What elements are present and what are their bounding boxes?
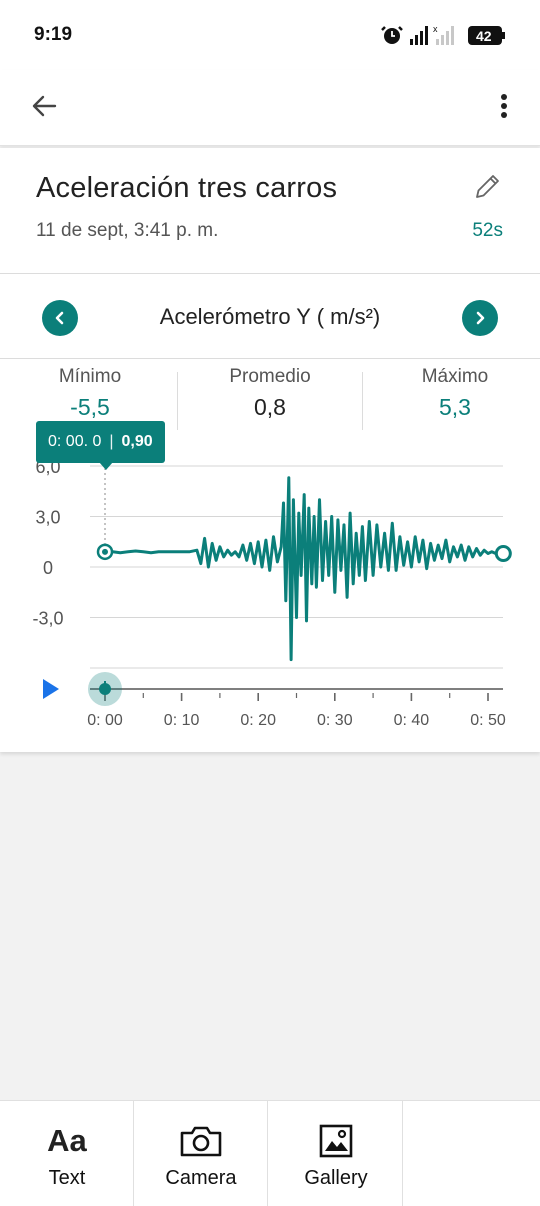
x-tick-label: 0: 20 [240, 712, 276, 729]
stat-avg-label: Promedio [229, 366, 311, 387]
stat-separator [362, 372, 363, 430]
chart-tooltip: 0: 00. 0 | 0,90 [36, 421, 165, 463]
divider [0, 273, 540, 274]
overflow-menu-button[interactable] [486, 84, 522, 128]
stat-average: Promedio 0,8 [180, 366, 360, 421]
sensor-chart[interactable]: 6,03,00-3,00: 00 0: 10 0: 20 0: 30 0: 40 0: 5… [0, 418, 540, 758]
svg-text:x: x [433, 24, 438, 34]
next-sensor-button[interactable] [462, 300, 498, 336]
x-tick-label: 0: 00 [87, 712, 123, 729]
add-text-note-button[interactable]: Aa Text [0, 1101, 134, 1206]
y-tick-label: 0 [43, 558, 53, 578]
status-icons: x 42 [381, 24, 505, 45]
pencil-icon [476, 175, 499, 198]
chevron-left-icon [55, 311, 64, 325]
gallery-icon [269, 1121, 403, 1161]
gallery-button[interactable]: Gallery [269, 1101, 403, 1206]
stat-separator [177, 372, 178, 430]
scrubber-thumb[interactable] [99, 683, 111, 695]
y-tick-label: 3,0 [35, 508, 60, 528]
status-bar: 9:19 x 42 [0, 0, 540, 70]
svg-text:42: 42 [476, 28, 492, 44]
series-line [105, 476, 504, 662]
play-icon[interactable] [43, 679, 59, 699]
chevron-right-icon [476, 311, 485, 325]
alarm-icon [381, 26, 403, 44]
start-marker-dot [102, 548, 108, 555]
tooltip-arrow [99, 462, 113, 470]
tool-label-camera: Camera [165, 1167, 237, 1189]
camera-icon [134, 1121, 268, 1161]
tool-label-gallery: Gallery [304, 1167, 368, 1189]
stat-max-value: 5,3 [439, 394, 471, 420]
x-tick-label: 0: 30 [317, 712, 353, 729]
edit-title-button[interactable] [472, 170, 504, 202]
stats-row: Mínimo -5,5 Promedio 0,8 Máximo 5,3 [0, 366, 540, 430]
status-time: 9:19 [34, 24, 73, 45]
x-tick-label: 0: 50 [470, 712, 506, 729]
stat-min-value: -5,5 [70, 394, 110, 420]
signal-icon [410, 26, 428, 45]
stat-avg-value: 0,8 [254, 394, 286, 420]
text-aa-icon: Aa [0, 1121, 134, 1161]
recording-title: Aceleración tres carros [36, 172, 338, 204]
sensor-label: Acelerómetro Y ( m/s²) [159, 304, 381, 329]
tooltip-time: 0: 00. 0 [48, 433, 102, 450]
previous-sensor-button[interactable] [42, 300, 78, 336]
recording-date: 11 de sept, 3:41 p. m. [36, 220, 219, 241]
tooltip-separator: | [109, 433, 114, 450]
x-tick-label: 0: 10 [164, 712, 200, 729]
text-aa-glyph: Aa [47, 1123, 87, 1158]
signal-2-icon: x [433, 24, 454, 45]
stat-max-label: Máximo [421, 366, 489, 387]
divider [0, 358, 540, 359]
tool-label-text: Text [48, 1167, 86, 1189]
back-arrow-icon [32, 95, 57, 117]
stat-min-label: Mínimo [58, 366, 122, 387]
toolbar-empty-slot [404, 1101, 538, 1206]
more-vert-icon [501, 94, 507, 118]
end-marker [494, 545, 512, 563]
stat-minimum: Mínimo -5,5 [0, 366, 180, 421]
tooltip-value: 0,90 [121, 433, 153, 450]
y-tick-label: -3,0 [32, 609, 63, 629]
back-button[interactable] [22, 84, 66, 128]
x-tick-label: 0: 40 [394, 712, 430, 729]
app-bar [0, 70, 540, 146]
recording-duration: 52s [472, 220, 503, 241]
stat-maximum: Máximo 5,3 [365, 366, 540, 421]
camera-button[interactable]: Camera [134, 1101, 268, 1206]
note-toolbar: Aa Text Camera Gallery [0, 1100, 540, 1206]
battery-icon: 42 [468, 26, 505, 45]
